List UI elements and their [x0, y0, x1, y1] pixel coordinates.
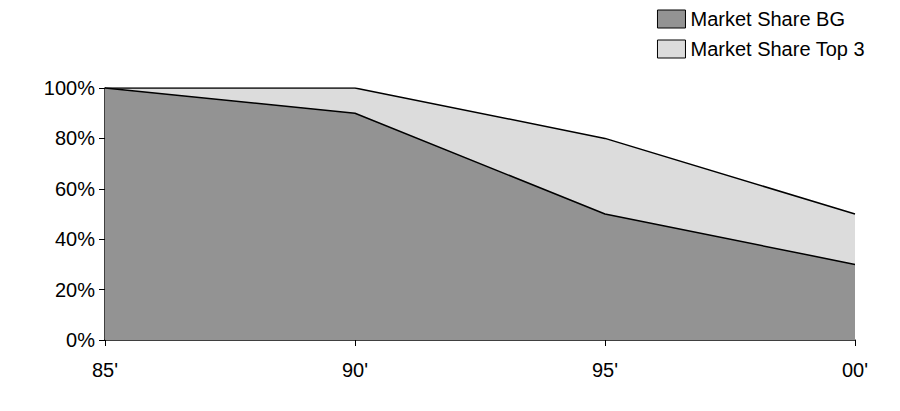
- svg-text:20%: 20%: [55, 279, 95, 301]
- svg-text:80%: 80%: [55, 127, 95, 149]
- svg-text:100%: 100%: [44, 77, 95, 99]
- svg-text:0%: 0%: [66, 329, 95, 351]
- svg-text:Market Share BG: Market Share BG: [690, 8, 845, 30]
- svg-text:90': 90': [342, 359, 368, 381]
- svg-text:00': 00': [842, 359, 868, 381]
- svg-text:95': 95': [592, 359, 618, 381]
- svg-text:85': 85': [92, 359, 118, 381]
- svg-text:40%: 40%: [55, 228, 95, 250]
- svg-text:60%: 60%: [55, 178, 95, 200]
- svg-text:Market Share Top 3: Market Share Top 3: [690, 38, 864, 60]
